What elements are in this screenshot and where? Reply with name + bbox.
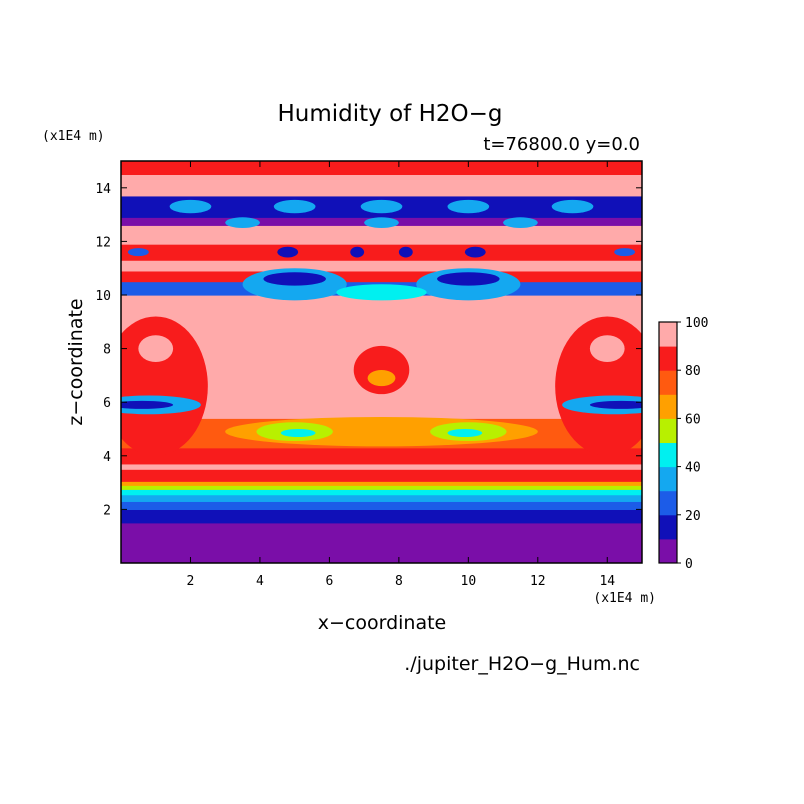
- source-file-label: ./jupiter_H2O−g_Hum.nc: [404, 653, 640, 675]
- colorbar-tick-label: 100: [685, 316, 708, 331]
- contour-feature: [273, 199, 316, 214]
- contour-feature: [589, 335, 625, 362]
- x-axis-label: x−coordinate: [318, 612, 447, 634]
- colorbar-tick-label: 80: [685, 364, 701, 379]
- contour-band: [121, 536, 642, 563]
- contour-feature: [138, 335, 174, 362]
- contour-band: [121, 174, 642, 197]
- y-tick-label: 14: [95, 182, 111, 197]
- contour-feature: [551, 199, 594, 214]
- contour-band: [121, 161, 642, 175]
- y-axis-ticks: 2 4 6 8 10 12 14: [95, 182, 642, 518]
- contour-band: [121, 469, 642, 482]
- y-tick-label: 6: [103, 396, 111, 411]
- y-tick-label: 8: [103, 343, 111, 358]
- contour-band: [121, 463, 642, 470]
- contour-feature: [464, 246, 486, 258]
- contour-feature: [263, 272, 326, 286]
- contour-band: [121, 244, 642, 261]
- x-tick-label: 12: [530, 574, 546, 589]
- contour-feature: [364, 217, 399, 228]
- colorbar-ticks: 0 20 40 60 80 100: [677, 316, 708, 572]
- contour-feature: [280, 429, 316, 438]
- colorbar-swatch: [659, 490, 677, 516]
- contour-feature: [336, 284, 427, 301]
- colorbar-swatch: [659, 442, 677, 468]
- y-axis-label: z−coordinate: [65, 298, 87, 425]
- colorbar-swatch: [659, 538, 677, 564]
- x-axis-unit: (x1E4 m): [593, 591, 656, 606]
- colorbar-tick-label: 20: [685, 509, 701, 524]
- contour-feature: [367, 370, 396, 387]
- colorbar: [658, 321, 678, 564]
- contour-feature: [447, 429, 483, 438]
- contour-band: [121, 270, 642, 283]
- colorbar-swatch: [659, 514, 677, 540]
- colorbar-tick-label: 0: [685, 557, 693, 572]
- contour-band: [121, 481, 642, 486]
- colorbar-swatch: [659, 346, 677, 371]
- x-tick-label: 6: [325, 574, 333, 589]
- contour-feature: [350, 246, 365, 258]
- x-tick-label: 8: [395, 574, 403, 589]
- contour-band: [121, 501, 642, 510]
- colorbar-swatch: [659, 322, 677, 347]
- contour-band: [121, 494, 642, 502]
- colorbar-swatch: [659, 418, 677, 443]
- chart-subtitle: t=76800.0 y=0.0: [483, 134, 640, 155]
- contour-feature: [589, 400, 642, 409]
- colorbar-tick-label: 40: [685, 461, 701, 476]
- contour-feature: [447, 199, 490, 214]
- contour-feature: [614, 248, 636, 257]
- colorbar-swatch: [659, 466, 677, 492]
- contour-band: [121, 485, 642, 490]
- y-axis-unit: (x1E4 m): [42, 129, 105, 144]
- y-tick-label: 10: [95, 289, 111, 304]
- x-tick-label: 10: [461, 574, 477, 589]
- contour-feature: [277, 246, 299, 258]
- contour-band: [121, 522, 642, 537]
- chart-title: Humidity of H2O−g: [278, 101, 503, 127]
- x-tick-label: 14: [599, 574, 615, 589]
- contour-feature: [360, 199, 403, 214]
- contour-band: [121, 225, 642, 245]
- y-tick-label: 12: [95, 235, 111, 250]
- y-tick-label: 4: [103, 450, 111, 465]
- contour-feature: [121, 400, 174, 409]
- contour-feature: [225, 217, 260, 228]
- contour-feature: [169, 199, 212, 214]
- contour-band: [121, 260, 642, 272]
- x-tick-label: 4: [256, 574, 264, 589]
- plot-frame: [120, 160, 643, 564]
- colorbar-frame: [658, 321, 678, 564]
- contour-band: [121, 489, 642, 496]
- x-tick-label: 2: [187, 574, 195, 589]
- contour-feature: [127, 248, 149, 257]
- colorbar-tick-label: 60: [685, 412, 701, 427]
- contour-band: [121, 509, 642, 524]
- y-tick-label: 2: [103, 503, 111, 518]
- contour-feature: [437, 272, 500, 286]
- x-axis-ticks: 2 4 6 8 10 12 14: [187, 161, 615, 589]
- contour-feature: [503, 217, 538, 228]
- contour-feature: [398, 246, 413, 258]
- contour-features: [121, 199, 642, 456]
- plot-area: [121, 161, 642, 563]
- contour-band: [121, 447, 642, 465]
- colorbar-swatch: [659, 370, 677, 395]
- colorbar-swatch: [659, 394, 677, 419]
